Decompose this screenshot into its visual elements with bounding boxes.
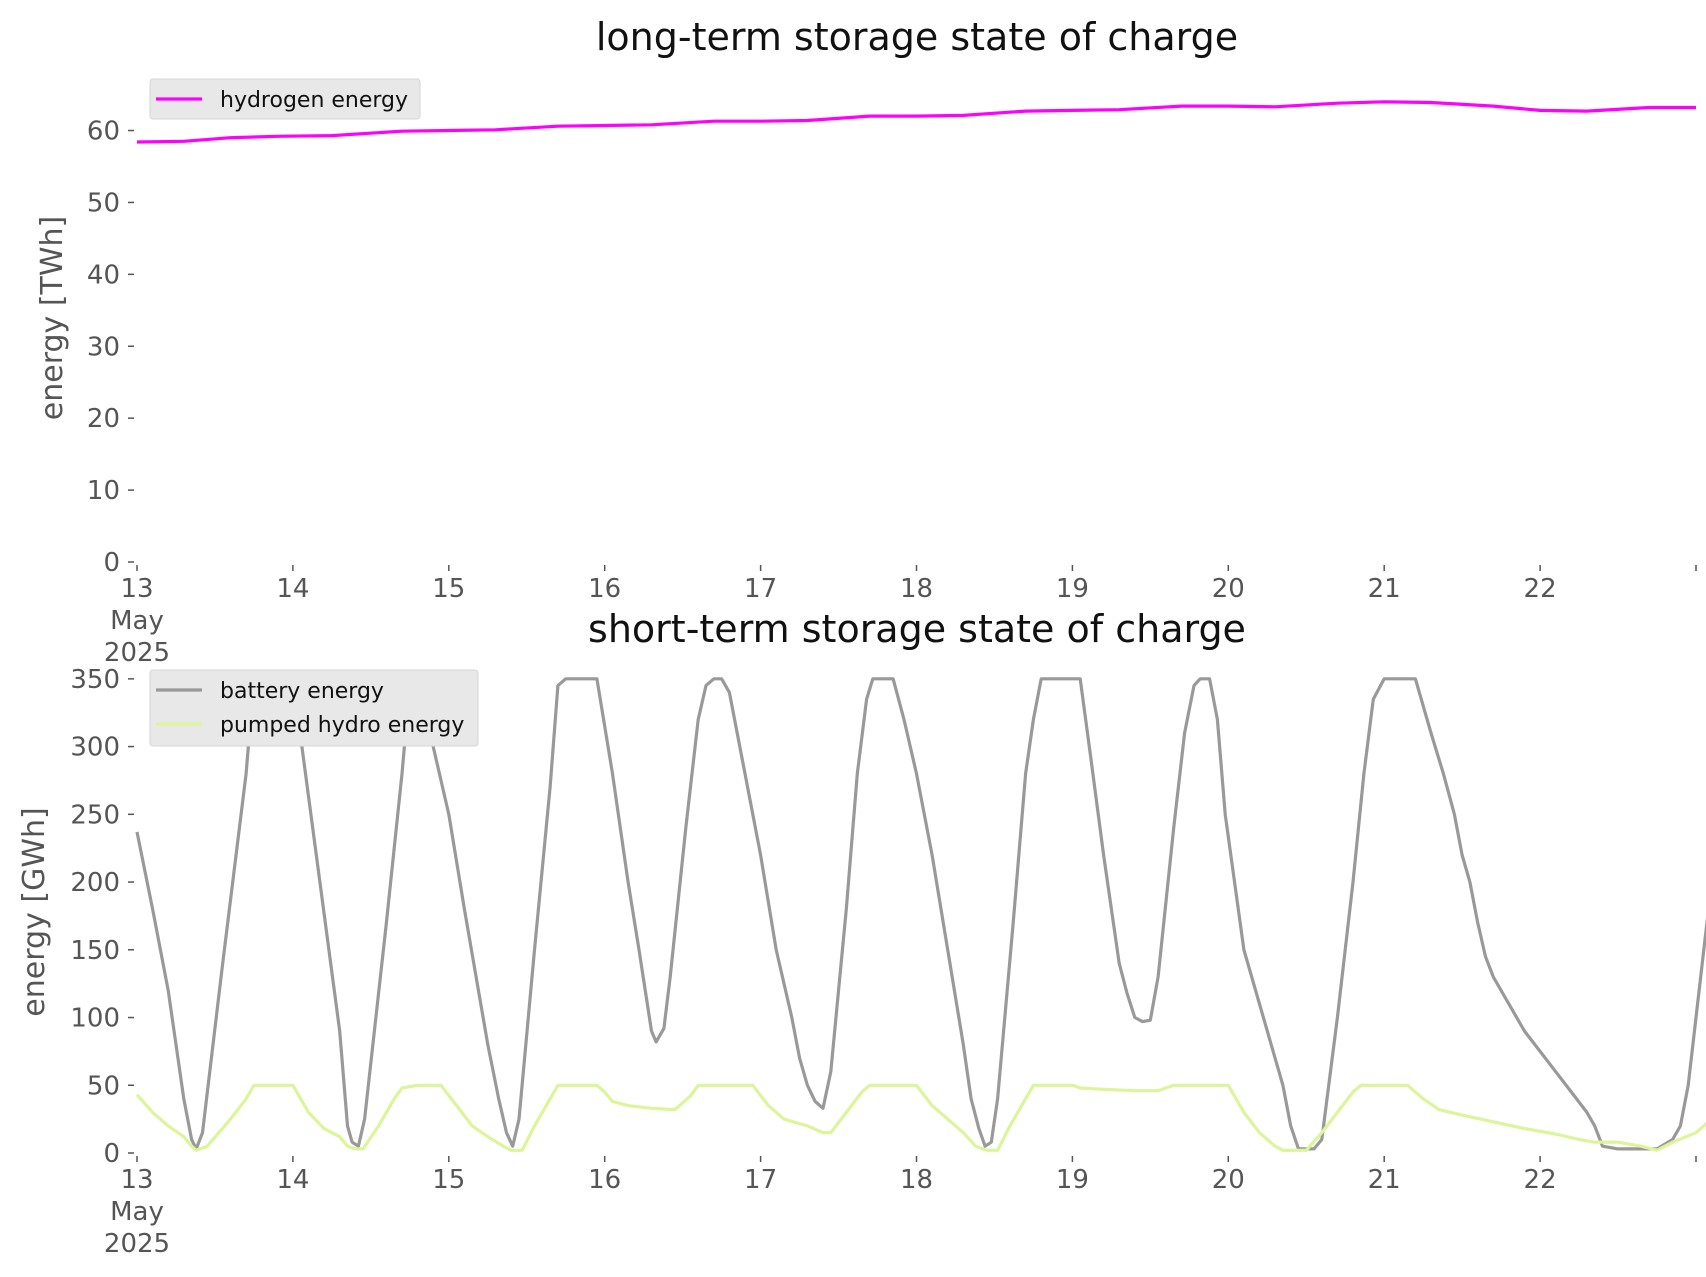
short-term-storage-chart: short-term storage state of charge energ…	[17, 607, 1706, 1259]
y-axis-label: energy [TWh]	[35, 216, 70, 420]
legend[interactable]: battery energy pumped hydro energy	[149, 669, 479, 747]
y-tick-label: 250	[70, 800, 120, 830]
x-tick-label: 2025	[104, 1229, 170, 1259]
x-tick-label: 18	[900, 574, 933, 604]
x-tick-label: 17	[744, 574, 777, 604]
chart-title: short-term storage state of charge	[588, 607, 1246, 651]
series-line	[136, 100, 1696, 144]
x-tick-label: 18	[900, 1165, 933, 1195]
x-tick-label: 15	[432, 574, 465, 604]
y-tick-label: 0	[103, 1139, 120, 1169]
x-tick-label: 2025	[104, 638, 170, 668]
legend-label: hydrogen energy	[220, 88, 408, 113]
legend-label: pumped hydro energy	[220, 713, 464, 738]
y-tick-label: 200	[70, 868, 120, 898]
x-tick-label: 13	[120, 574, 153, 604]
chart-title: long-term storage state of charge	[596, 15, 1238, 59]
legend[interactable]: hydrogen energy	[149, 78, 421, 120]
x-tick-label: 21	[1368, 1165, 1401, 1195]
legend-label: battery energy	[220, 679, 384, 704]
legend-box	[149, 669, 479, 747]
y-tick-label: 30	[87, 332, 120, 362]
x-tick-label: 20	[1212, 574, 1245, 604]
x-tick-label: 20	[1212, 1165, 1245, 1195]
y-tick-label: 50	[87, 1071, 120, 1101]
series-line	[135, 1083, 1706, 1152]
x-tick-label: May	[110, 606, 164, 636]
y-axis-label: energy [GWh]	[17, 807, 52, 1016]
y-tick-label: 50	[87, 188, 120, 218]
x-tick-label: 13	[120, 1165, 153, 1195]
x-tick-label: 21	[1368, 574, 1401, 604]
x-tick-label: 19	[1056, 1165, 1089, 1195]
x-tick-label: 16	[588, 1165, 621, 1195]
series-lines	[136, 100, 1696, 144]
y-tick-label: 350	[70, 665, 120, 695]
x-tick-label: 16	[588, 574, 621, 604]
x-tick-label: 14	[276, 574, 309, 604]
x-tick-label: 19	[1056, 574, 1089, 604]
y-axis-ticks: 0 10 20 30 40 50 60	[87, 117, 134, 578]
y-tick-label: 100	[70, 1004, 120, 1034]
x-tick-label: 14	[276, 1165, 309, 1195]
x-tick-label: 15	[432, 1165, 465, 1195]
y-tick-label: 20	[87, 404, 120, 434]
y-tick-label: 0	[103, 548, 120, 578]
x-tick-label: 22	[1524, 574, 1557, 604]
y-tick-label: 300	[70, 733, 120, 763]
x-tick-label: 22	[1524, 1165, 1557, 1195]
y-axis-ticks: 0 50 100 150 200 250 300 350	[70, 665, 134, 1169]
y-tick-label: 10	[87, 476, 120, 506]
x-tick-label: 17	[744, 1165, 777, 1195]
y-tick-label: 150	[70, 936, 120, 966]
series-lines	[135, 677, 1706, 1152]
y-tick-label: 60	[87, 117, 120, 147]
y-tick-label: 40	[87, 260, 120, 290]
x-tick-label: May	[110, 1197, 164, 1227]
series-line	[135, 677, 1706, 1151]
long-term-storage-chart: long-term storage state of charge energy…	[35, 15, 1697, 668]
legend-box	[149, 78, 421, 120]
